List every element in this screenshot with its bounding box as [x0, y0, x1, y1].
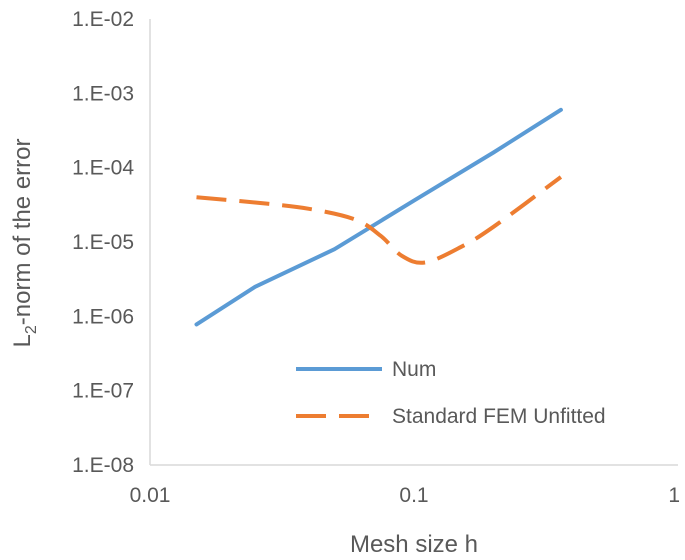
series-line-num	[194, 107, 563, 327]
y-tick-label: 1.E-07	[72, 380, 134, 403]
x-axis-ticks: 0.01 0.1 1	[130, 484, 680, 507]
y-tick-label: 1.E-03	[72, 82, 134, 105]
x-tick-label: 1	[668, 484, 680, 507]
series-layer	[194, 107, 563, 327]
x-axis-label: Mesh size h	[350, 531, 478, 558]
y-tick-label: 1.E-05	[72, 231, 134, 254]
y-tick-label: 1.E-06	[72, 305, 134, 328]
y-tick-label: 1.E-08	[72, 454, 134, 477]
x-tick-label: 0.01	[130, 484, 171, 507]
y-axis-ticks: 1.E-08 1.E-07 1.E-06 1.E-05 1.E-04 1.E-03 1.E-…	[72, 8, 134, 477]
plot-area	[149, 19, 678, 466]
legend: Num Standard FEM Unfitted	[296, 358, 606, 428]
y-tick-label: 1.E-02	[72, 8, 134, 31]
series-line-standard-fem-unfitted	[196, 175, 563, 265]
x-tick-label: 0.1	[399, 484, 428, 507]
legend-label-num: Num	[392, 358, 436, 381]
y-axis-label-main: L	[9, 334, 36, 347]
y-axis-label-rest: -norm of the error	[9, 139, 36, 326]
legend-label-standard-fem-unfitted: Standard FEM Unfitted	[392, 405, 606, 428]
y-axis-label-subscript: 2	[23, 325, 40, 334]
y-tick-label: 1.E-04	[72, 157, 134, 180]
y-axis-label: L2-norm of the error	[9, 139, 40, 348]
